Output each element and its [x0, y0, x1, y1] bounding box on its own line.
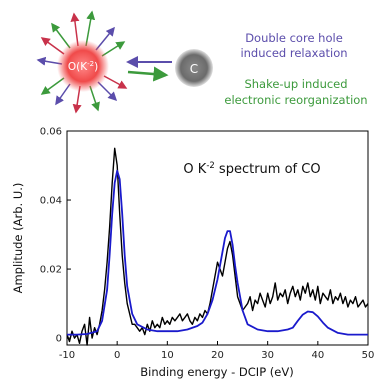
carbon-atom-label: C: [190, 62, 198, 76]
purple-arrow-downright: [97, 81, 118, 102]
x-tick-label: 20: [211, 350, 224, 361]
shakeup-arrow: [127, 66, 169, 82]
series-line-experiment: [66, 147, 369, 346]
y-tick-label: 0: [56, 334, 62, 345]
legend-relaxation-line1: Double core hole: [245, 31, 343, 45]
x-tick-label: 30: [261, 350, 274, 361]
legend-shakeup-line1: Shake-up induced: [244, 77, 347, 91]
chart-title: O K-2 spectrum of CO: [183, 161, 320, 177]
series-layer: [66, 147, 369, 346]
x-tick-label: -10: [59, 350, 75, 361]
x-tick-label: 40: [311, 350, 324, 361]
oxygen-atom-label: O(K-2): [68, 60, 98, 73]
x-tick-label: 50: [362, 350, 375, 361]
green-arrow-upleft: [51, 22, 71, 49]
y-tick-label: 0.02: [40, 265, 62, 276]
red-arrow-left-up: [40, 37, 65, 55]
red-arrow-right-down: [103, 75, 128, 89]
spectrum-chart: -10 0 10 20 30 40 50 0 0.02 0.04 0.06 O K-2 spect…: [11, 127, 374, 380]
green-arrow-downleft: [40, 77, 65, 95]
molecule-schematic: O(K-2) C Double core hole induced relaxa…: [36, 10, 368, 114]
purple-arrow-down-left: [55, 83, 71, 106]
y-tick-label: 0.04: [40, 196, 62, 207]
legend-shakeup-line2: electronic reorganization: [224, 93, 367, 107]
y-axis-ticks: 0 0.02 0.04 0.06: [40, 127, 71, 345]
y-tick-label: 0.06: [40, 127, 62, 138]
x-tick-label: 0: [114, 350, 120, 361]
x-axis-ticks: -10 0 10 20 30 40 50: [59, 341, 375, 361]
x-tick-label: 10: [161, 350, 174, 361]
x-axis-label: Binding energy - DCIP (eV): [140, 365, 293, 379]
series-line-theory: [67, 169, 368, 336]
carbon-atom: [175, 49, 213, 87]
y-axis-label: Amplitude (Arb. U.): [11, 183, 25, 294]
legend-relaxation-line2: induced relaxation: [240, 46, 347, 60]
oxygen-atom: [57, 40, 109, 92]
